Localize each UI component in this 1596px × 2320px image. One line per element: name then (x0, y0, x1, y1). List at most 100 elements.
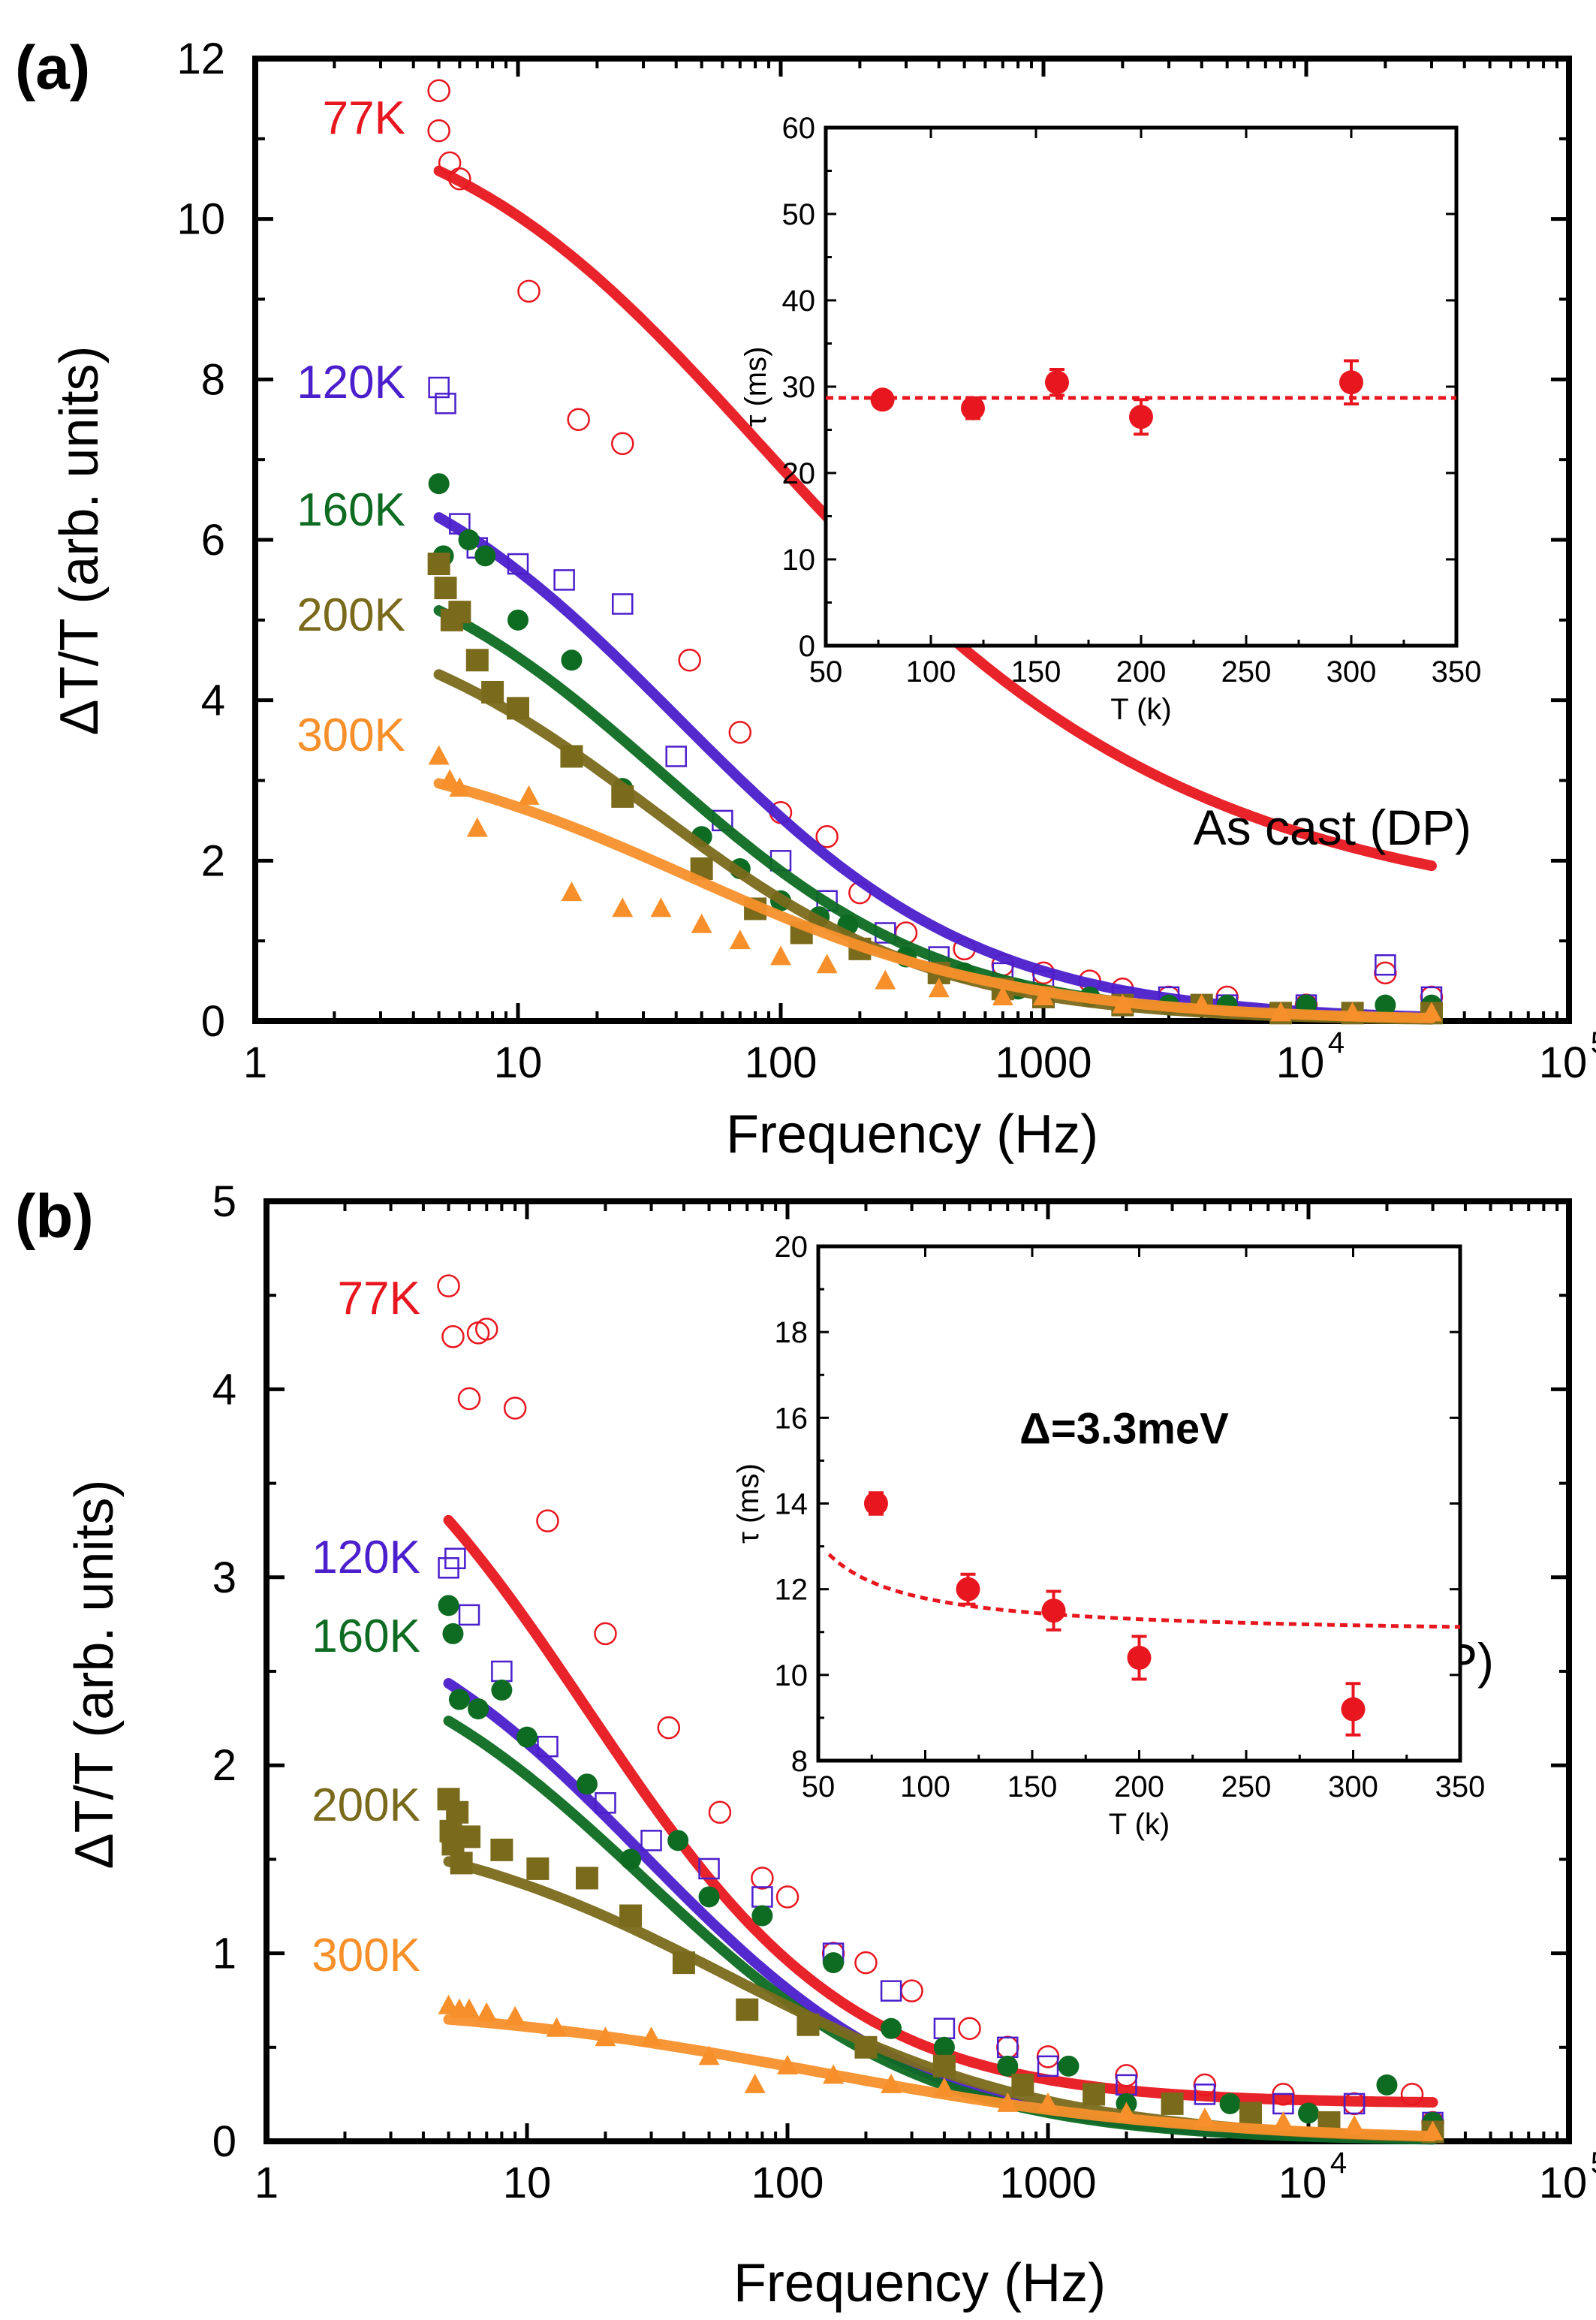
inset-y-axis-title: τ (ms) (732, 1463, 765, 1544)
y-tick-label: 3 (212, 1553, 236, 1602)
x-tick-label: 100 (751, 2159, 824, 2207)
inset-x-tick-label: 50 (809, 655, 843, 688)
inset-y-tick-label: 8 (791, 1745, 808, 1778)
data-point (458, 1604, 480, 1626)
inset-y-tick-label: 18 (775, 1316, 809, 1349)
inset-x-tick-label: 200 (1116, 655, 1167, 688)
data-point (466, 817, 488, 837)
y-tick-label: 4 (212, 1365, 236, 1414)
y-axis-title: ΔT/T (arb. units) (50, 346, 110, 736)
series-label: 120K (297, 357, 405, 408)
data-point (751, 1867, 774, 1890)
x-tick-label: 1 (243, 1038, 267, 1087)
inset-annotation: Δ=3.3meV (1019, 1405, 1229, 1454)
data-point (612, 897, 634, 917)
data-point (1374, 961, 1397, 985)
inset-x-tick-label: 100 (900, 1770, 950, 1803)
inset-data-point (1339, 370, 1363, 395)
data-point (491, 1680, 513, 1701)
data-point (474, 545, 496, 567)
data-point (575, 1867, 598, 1890)
x-tick-exponent: 5 (1591, 1026, 1596, 1059)
data-point (428, 376, 450, 399)
data-point (434, 577, 457, 600)
data-point (933, 2017, 956, 2040)
annotation: As cast (DP) (1194, 800, 1471, 855)
data-point (427, 79, 450, 102)
data-point (576, 1773, 598, 1795)
x-tick-label: 1000 (999, 2159, 1096, 2207)
data-point (640, 1830, 662, 1851)
data-point (698, 1858, 720, 1880)
x-tick-exponent: 5 (1591, 2147, 1596, 2180)
data-point (427, 553, 450, 576)
data-point (503, 1397, 527, 1420)
data-point (1298, 2102, 1319, 2124)
data-point (665, 746, 687, 767)
data-point (567, 408, 590, 431)
y-tick-label: 0 (212, 2117, 236, 2166)
data-point (517, 279, 541, 303)
x-tick-label: 10 (494, 1038, 543, 1087)
data-point (698, 1886, 720, 1908)
series-300K (428, 745, 1442, 1023)
series-300K (438, 1994, 1444, 2142)
y-tick-label: 2 (212, 1741, 236, 1790)
data-point (708, 1800, 732, 1824)
y-tick-label: 10 (176, 195, 225, 244)
x-axis-title: Frequency (Hz) (726, 1104, 1098, 1165)
inset-x-tick-label: 300 (1326, 655, 1377, 688)
inset-frame (816, 1244, 1462, 1763)
data-point (1375, 954, 1396, 976)
data-point (536, 1509, 559, 1532)
data-point (468, 1698, 489, 1720)
inset-data-point (870, 387, 895, 412)
series-label: 200K (312, 1779, 420, 1831)
data-point (751, 1905, 773, 1927)
y-tick-label: 12 (176, 35, 225, 83)
data-point (490, 1838, 513, 1861)
inset-data-point (1041, 1598, 1066, 1623)
x-tick-exponent: 4 (1328, 1026, 1345, 1059)
inset-y-tick-label: 20 (775, 1231, 809, 1264)
panel-b: (b) 1101001000104105012345Frequency (Hz)… (15, 1177, 1596, 2313)
x-tick-label: 100 (745, 1038, 818, 1087)
data-point (458, 1825, 481, 1848)
data-point (561, 881, 583, 902)
series-label: 300K (297, 710, 405, 761)
x-tick-label: 1000 (995, 1038, 1092, 1087)
inset-y-tick-label: 20 (782, 457, 816, 490)
data-point (561, 649, 583, 671)
data-point (457, 1387, 481, 1411)
panel-label-a: (a) (15, 34, 90, 102)
inset-y-tick-label: 12 (775, 1574, 809, 1607)
y-tick-label: 8 (201, 355, 225, 404)
panel-label-b: (b) (15, 1183, 94, 1251)
inset-y-tick-label: 40 (782, 285, 816, 318)
x-tick-label: 10 (1539, 2159, 1588, 2207)
inset-x-tick-label: 100 (906, 655, 956, 688)
data-point (428, 745, 450, 765)
inset-chart: 50 100 150 200 250 300 350 0 10 20 30 40 50 60 T (k) τ … (739, 112, 1481, 726)
data-point (611, 432, 634, 456)
data-point (854, 1951, 878, 1975)
inset-fit-line (827, 1553, 1461, 1629)
data-point (775, 1885, 800, 1909)
data-point (992, 985, 1013, 1005)
data-point (1219, 2093, 1241, 2114)
data-point (657, 1716, 681, 1740)
series-label: 300K (312, 1930, 420, 1981)
inset-y-tick-label: 10 (775, 1659, 809, 1692)
series-label: 77K (338, 1273, 420, 1324)
y-tick-label: 5 (212, 1177, 236, 1226)
x-axis-title: Frequency (Hz) (733, 2253, 1106, 2313)
data-point (459, 1998, 480, 2018)
data-point (880, 1980, 902, 2002)
data-point (428, 473, 450, 495)
data-point (958, 2017, 981, 2041)
data-point (526, 1857, 550, 1880)
data-point (1376, 2074, 1398, 2096)
data-point (667, 1830, 689, 1851)
data-point (1239, 2102, 1263, 2125)
